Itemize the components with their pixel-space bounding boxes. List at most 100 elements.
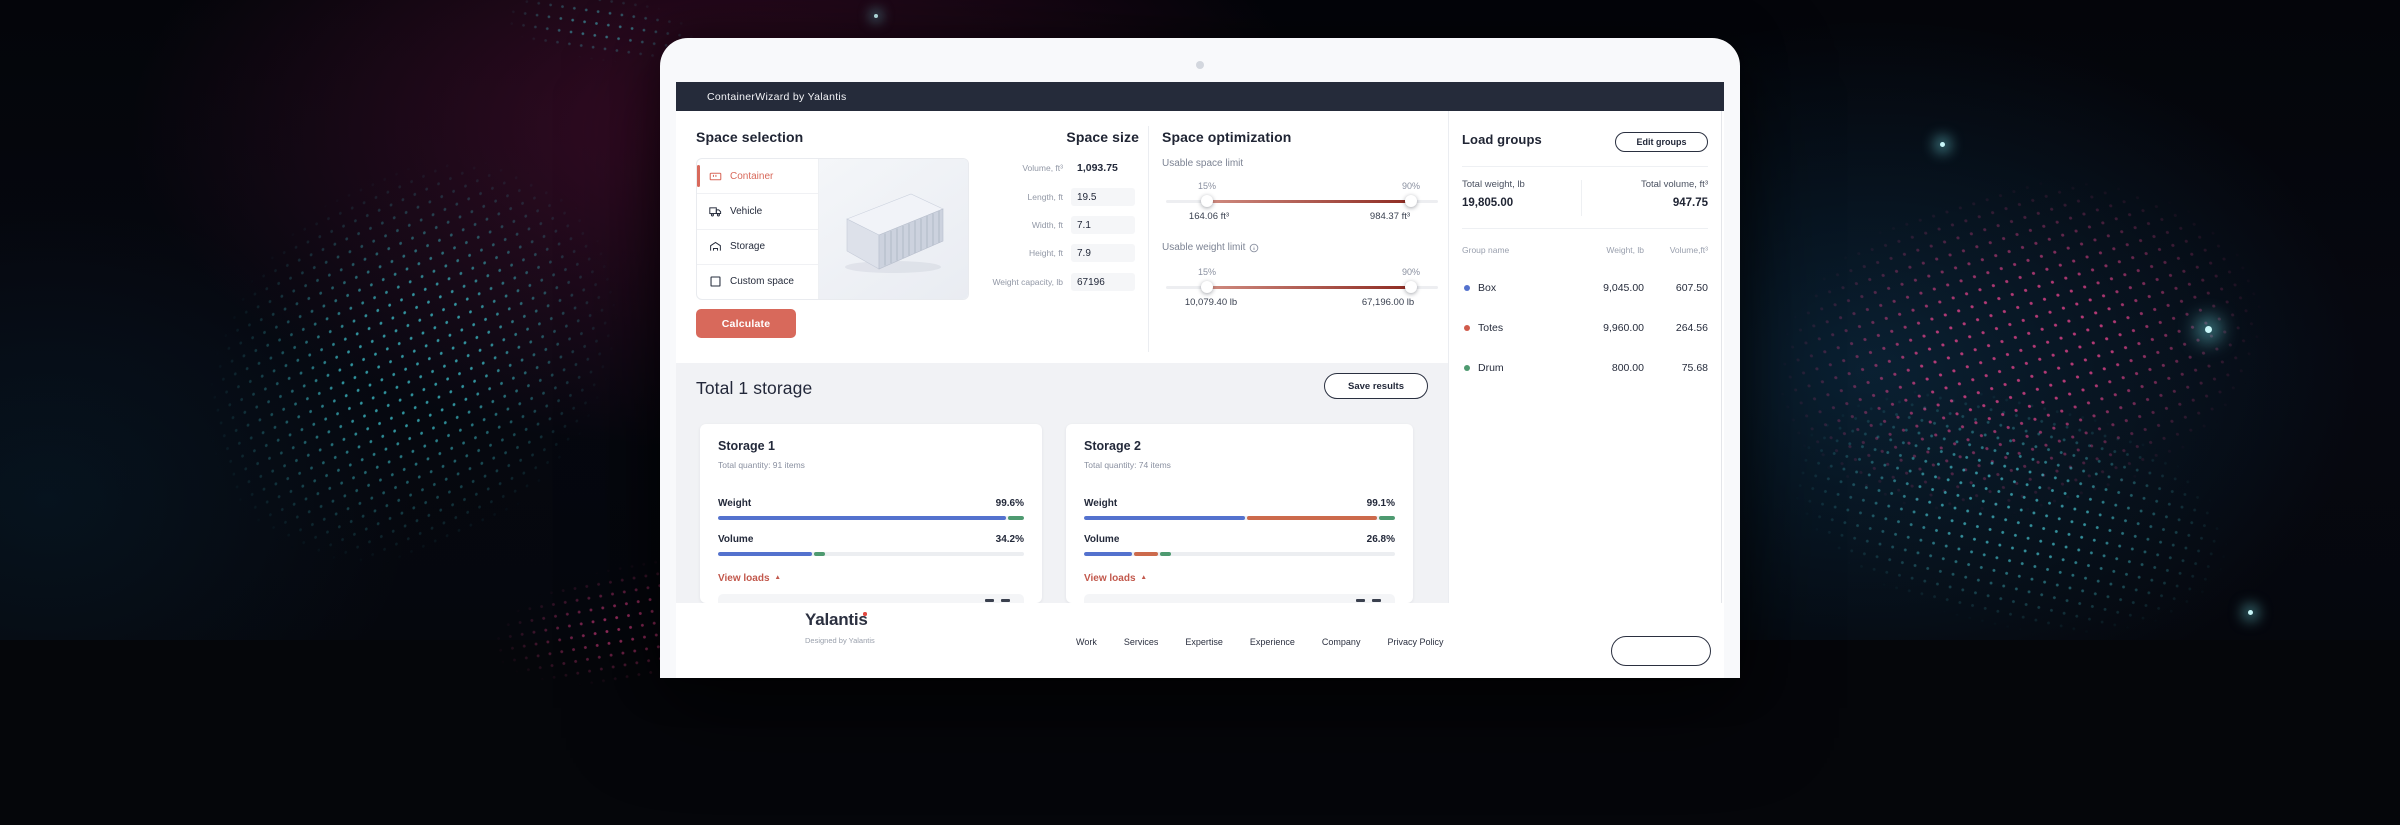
glow-particle [2248, 610, 2253, 615]
yalantis-logo: Yalantis [805, 610, 868, 629]
slider-fill [1207, 200, 1411, 203]
total-volume-label: Total volume, ft³ [1640, 179, 1708, 190]
space-type-container[interactable]: Container [697, 159, 818, 195]
bar-segment [1379, 516, 1395, 520]
truck-icon [709, 207, 722, 217]
loads-detail-row [718, 594, 1024, 603]
space-optimization-heading: Space optimization [1162, 129, 1292, 145]
save-results-button[interactable]: Save results [1324, 373, 1428, 399]
footer-link-work[interactable]: Work [1076, 637, 1097, 647]
storage-card-1: Storage 1 Total quantity: 91 items Weigh… [700, 424, 1042, 603]
chevron-up-icon: ▲ [1140, 574, 1147, 581]
view-loads-toggle[interactable]: View loads ▲ [718, 573, 781, 584]
slider-handle-max[interactable] [1405, 195, 1417, 207]
app-screen: ContainerWizard by Yalantis Space select… [676, 82, 1724, 678]
height-label: Height, ft [1028, 248, 1063, 258]
clipped-detail [985, 599, 994, 602]
divider [1448, 111, 1449, 678]
calculate-button[interactable]: Calculate [696, 309, 796, 338]
width-label: Width, ft [1031, 220, 1063, 230]
slider-handle-min[interactable] [1201, 281, 1213, 293]
divider [1462, 166, 1708, 167]
space-type-label: Container [730, 170, 774, 182]
info-icon[interactable] [1249, 243, 1259, 253]
group-color-dot [1464, 285, 1470, 291]
view-loads-toggle[interactable]: View loads ▲ [1084, 573, 1147, 584]
group-color-dot [1464, 365, 1470, 371]
logo-red-dot [863, 612, 867, 616]
volume-value: 1,093.75 [1077, 162, 1118, 174]
slider-handle-min[interactable] [1201, 195, 1213, 207]
weight-bar-label: Weight [1084, 498, 1118, 509]
total-volume-value: 947.75 [1672, 197, 1708, 209]
group-volume: 75.68 [1681, 362, 1708, 374]
footer-link-services[interactable]: Services [1123, 637, 1159, 647]
slider-min-value: 10,079.40 lb [1184, 297, 1238, 308]
volume-bar [718, 552, 1024, 556]
weight-bar-pct: 99.1% [1366, 498, 1395, 509]
chevron-up-icon: ▲ [774, 574, 781, 581]
footer-link-privacy-policy[interactable]: Privacy Policy [1387, 637, 1444, 647]
glow-particle [2205, 326, 2212, 333]
volume-bar-pct: 26.8% [1366, 534, 1395, 545]
storage-card-2: Storage 2 Total quantity: 74 items Weigh… [1066, 424, 1413, 603]
slider-handle-max[interactable] [1405, 281, 1417, 293]
bar-segment [814, 552, 825, 556]
total-weight-value: 19,805.00 [1462, 197, 1514, 209]
weight-capacity-label: Weight capacity, lb [992, 277, 1063, 287]
footer-link-experience[interactable]: Experience [1249, 637, 1295, 647]
results-title: Total 1 storage [696, 378, 813, 398]
weight-bar-pct: 99.6% [995, 498, 1024, 509]
space-type-custom-space[interactable]: Custom space [697, 265, 818, 299]
volume-bar-label: Volume [718, 534, 754, 545]
weight-bar-label: Weight [718, 498, 752, 509]
slider-max-value: 984.37 ft³ [1369, 211, 1411, 222]
footer-link-expertise[interactable]: Expertise [1185, 637, 1223, 647]
group-weight: 9,045.00 [1603, 282, 1644, 294]
width-input[interactable] [1071, 216, 1135, 234]
weight-bar [1084, 516, 1395, 520]
length-input[interactable] [1071, 188, 1135, 206]
usable-weight-limit-label: Usable weight limit [1162, 242, 1259, 253]
slider-min-value: 164.06 ft³ [1188, 211, 1230, 222]
space-type-storage[interactable]: Storage [697, 230, 818, 265]
storage-name: Storage 1 [718, 439, 775, 453]
space-type-vehicle[interactable]: Vehicle [697, 194, 818, 230]
weight-capacity-input[interactable] [1071, 273, 1135, 291]
volume-bar [1084, 552, 1395, 556]
slider-label: Usable weight limit [1162, 242, 1246, 253]
slider-min-pct: 15% [1197, 181, 1217, 191]
view-loads-label: View loads [718, 573, 770, 584]
bar-segment [1159, 552, 1172, 556]
edit-groups-button[interactable]: Edit groups [1615, 132, 1708, 152]
group-weight: 800.00 [1611, 362, 1644, 374]
space-selection-heading: Space selection [696, 129, 804, 145]
slider-fill [1207, 286, 1411, 289]
view-loads-label: View loads [1084, 573, 1136, 584]
group-volume: 264.56 [1675, 322, 1708, 334]
site-footer: Yalantis Designed by Yalantis Work Servi… [676, 603, 1724, 678]
space-selection-card: Container Vehicle Storage [696, 158, 969, 300]
usable-space-limit-slider [1166, 195, 1438, 207]
bar-segment [1084, 552, 1133, 556]
group-volume: 607.50 [1675, 282, 1708, 294]
usable-weight-limit-slider [1166, 281, 1438, 293]
slider-max-pct: 90% [1401, 267, 1421, 277]
footer-link-company[interactable]: Company [1321, 637, 1361, 647]
footer-cta-button[interactable] [1611, 636, 1711, 666]
divider [1462, 228, 1708, 229]
bar-segment [1247, 516, 1378, 520]
bar-segment [718, 516, 1007, 520]
slider-max-value: 67,196.00 lb [1361, 297, 1415, 308]
divider [1148, 126, 1149, 352]
total-weight-label: Total weight, lb [1462, 179, 1525, 190]
column-header-volume: Volume,ft³ [1669, 245, 1708, 255]
container-illustration [819, 159, 968, 299]
length-label: Length, ft [1027, 192, 1063, 202]
space-type-label: Storage [730, 241, 766, 253]
clipped-detail [1372, 599, 1381, 602]
column-header-weight: Weight, lb [1606, 245, 1644, 255]
bar-segment [1084, 516, 1246, 520]
group-name: Box [1478, 282, 1497, 294]
height-input[interactable] [1071, 244, 1135, 262]
